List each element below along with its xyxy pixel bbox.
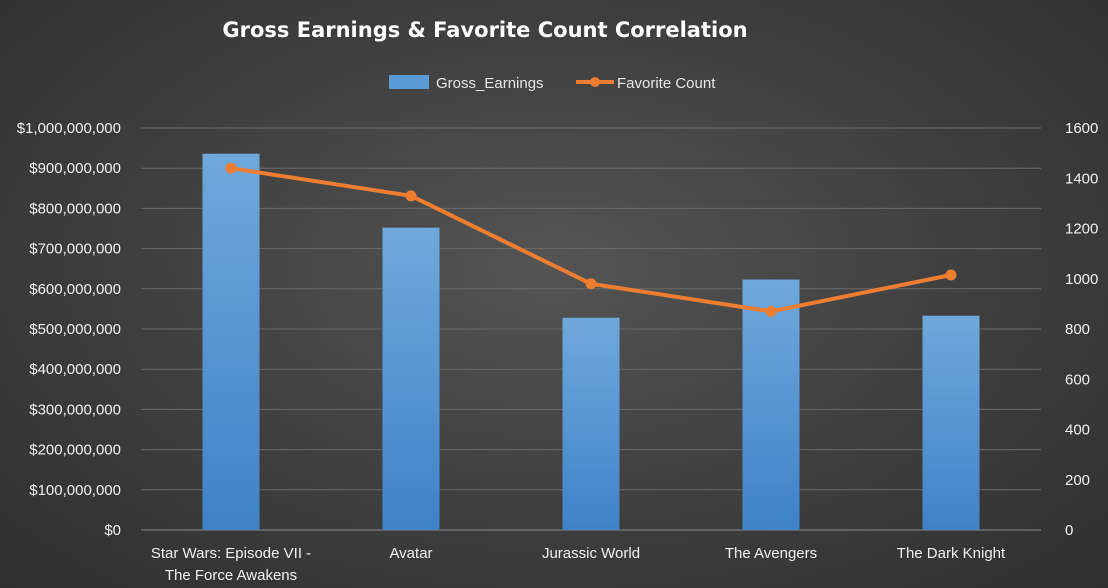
legend-marker-favorite-count xyxy=(590,77,600,87)
legend-label-favorite-count: Favorite Count xyxy=(617,75,716,92)
left-axis: $0 $100,000,000 $200,000,000 $300,000,000 $4… xyxy=(17,120,121,539)
line-point xyxy=(405,190,417,202)
line-point xyxy=(765,305,777,317)
left-tick-label: $1,000,000,000 xyxy=(17,120,121,137)
left-tick-label: $400,000,000 xyxy=(29,361,121,378)
right-tick-label: 400 xyxy=(1065,422,1090,439)
right-tick-label: 200 xyxy=(1065,472,1090,489)
right-tick-label: 1600 xyxy=(1065,120,1098,137)
right-tick-label: 1400 xyxy=(1065,170,1098,187)
bar xyxy=(382,227,440,531)
left-tick-label: $700,000,000 xyxy=(29,241,121,258)
right-tick-label: 800 xyxy=(1065,321,1090,338)
left-tick-label: $200,000,000 xyxy=(29,442,121,459)
line-point xyxy=(225,162,237,174)
favorite-count-line xyxy=(230,166,952,314)
line-point xyxy=(585,278,597,290)
left-tick-label: $0 xyxy=(104,522,121,539)
left-tick-label: $300,000,000 xyxy=(29,401,121,418)
right-axis: 0 200 400 600 800 1000 1200 1400 1600 xyxy=(1065,120,1098,539)
bar xyxy=(202,153,260,530)
category-label: The Dark Knight xyxy=(897,545,1006,562)
bar-series xyxy=(202,153,980,531)
right-tick-label: 600 xyxy=(1065,371,1090,388)
left-tick-label: $600,000,000 xyxy=(29,281,121,298)
right-tick-label: 0 xyxy=(1065,522,1073,539)
bar xyxy=(922,315,980,530)
x-axis: Star Wars: Episode VII -The Force Awaken… xyxy=(151,545,1006,584)
legend-swatch-gross-earnings xyxy=(389,75,429,89)
left-tick-label: $900,000,000 xyxy=(29,160,121,177)
right-tick-label: 1000 xyxy=(1065,271,1098,288)
bar xyxy=(562,317,620,530)
line-series xyxy=(225,162,957,317)
line-point xyxy=(945,269,957,281)
chart-title: Gross Earnings & Favorite Count Correlat… xyxy=(222,18,747,42)
category-label: Avatar xyxy=(389,545,432,562)
right-tick-label: 1200 xyxy=(1065,221,1098,238)
category-label: The Avengers xyxy=(725,545,817,562)
legend: Gross_Earnings Favorite Count xyxy=(389,75,716,92)
category-label: Star Wars: Episode VII -The Force Awaken… xyxy=(151,545,311,584)
left-tick-label: $500,000,000 xyxy=(29,321,121,338)
legend-label-gross-earnings: Gross_Earnings xyxy=(436,75,544,92)
left-tick-label: $800,000,000 xyxy=(29,200,121,217)
left-tick-label: $100,000,000 xyxy=(29,482,121,499)
category-label: Jurassic World xyxy=(542,545,640,562)
bar xyxy=(742,279,800,530)
